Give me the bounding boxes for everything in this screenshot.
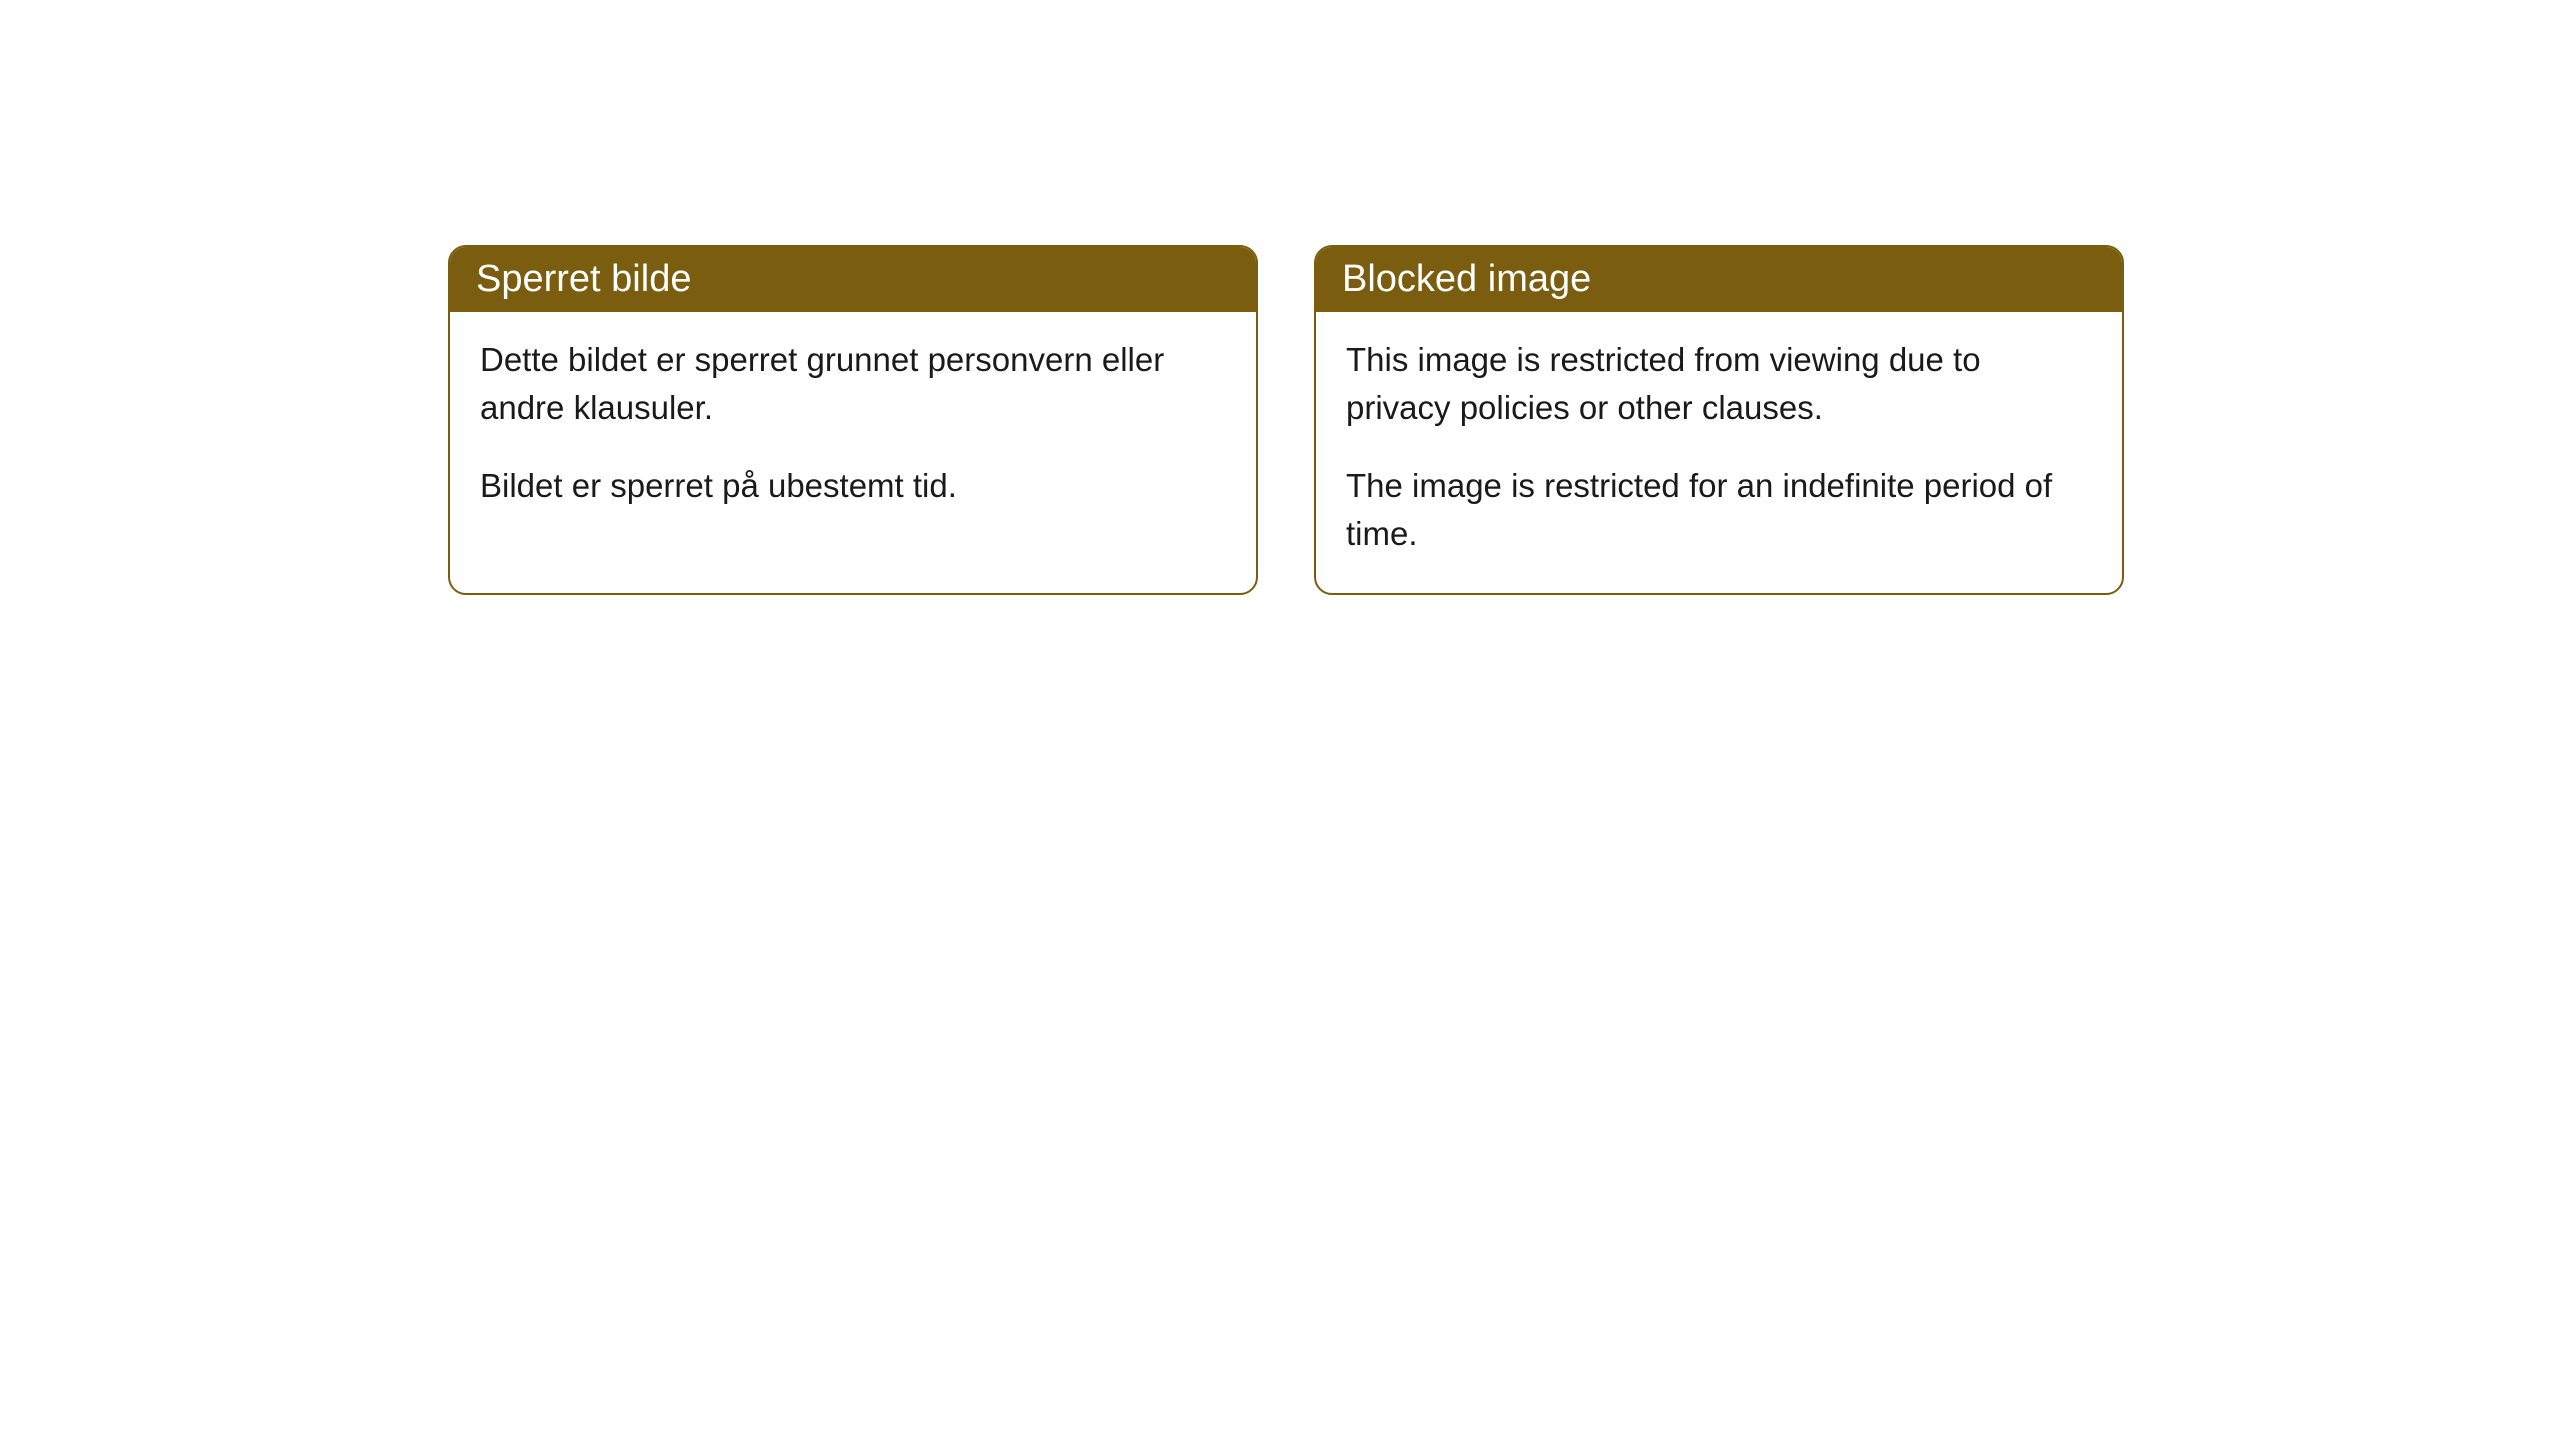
notice-title: Blocked image: [1342, 258, 1591, 300]
notice-paragraph: The image is restricted for an indefinit…: [1346, 462, 2092, 558]
notice-body-norwegian: Dette bildet er sperret grunnet personve…: [450, 312, 1256, 546]
notice-header-english: Blocked image: [1316, 247, 2122, 312]
notice-paragraph: This image is restricted from viewing du…: [1346, 336, 2092, 432]
notice-card-english: Blocked image This image is restricted f…: [1314, 245, 2124, 595]
notice-body-english: This image is restricted from viewing du…: [1316, 312, 2122, 593]
notice-title: Sperret bilde: [476, 258, 691, 300]
notice-paragraph: Bildet er sperret på ubestemt tid.: [480, 462, 1226, 510]
notice-paragraph: Dette bildet er sperret grunnet personve…: [480, 336, 1226, 432]
notice-header-norwegian: Sperret bilde: [450, 247, 1256, 312]
notice-card-norwegian: Sperret bilde Dette bildet er sperret gr…: [448, 245, 1258, 595]
notice-cards-container: Sperret bilde Dette bildet er sperret gr…: [0, 0, 2560, 595]
